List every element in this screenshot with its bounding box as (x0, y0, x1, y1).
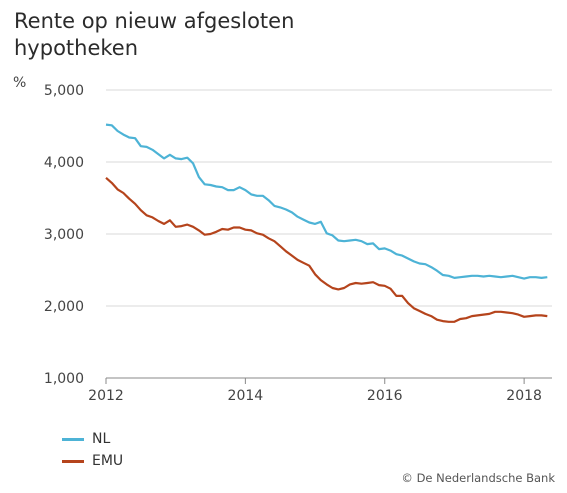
x-tick-label: 2016 (367, 388, 403, 404)
chart-title: Rente op nieuw afgesloten hypotheken (14, 8, 454, 62)
chart-title-line-1: Rente op nieuw afgesloten (14, 9, 295, 33)
legend-label-nl: NL (92, 431, 111, 447)
legend-swatch-nl (62, 437, 84, 441)
y-tick-label: 1,000 (44, 371, 84, 387)
x-tick-label: 2012 (88, 388, 124, 404)
series-lines (105, 123, 548, 323)
y-tick-label: 5,000 (44, 83, 84, 99)
x-tick-label: 2018 (506, 388, 542, 404)
x-tick-label: 2014 (228, 388, 264, 404)
copyright-notice: © De Nederlandsche Bank (401, 471, 555, 485)
series-line-nl (105, 123, 548, 280)
chart-title-line-2: hypotheken (14, 36, 139, 60)
legend-item-emu: EMU (62, 450, 123, 472)
y-tick-label: 4,000 (44, 155, 84, 171)
y-tick-label: 3,000 (44, 227, 84, 243)
y-axis-ticks: 1,000 2,000 3,000 4,000 5,000 (44, 83, 84, 387)
x-axis: 2012 2014 2016 2018 (88, 377, 552, 404)
legend-label-emu: EMU (92, 453, 124, 469)
grid-lines (106, 89, 552, 307)
series-line-emu (105, 176, 548, 323)
legend-swatch-emu (62, 459, 84, 463)
y-axis-unit-label: % (13, 75, 27, 91)
y-tick-label: 2,000 (44, 299, 84, 315)
legend-item-nl: NL (62, 428, 123, 450)
legend: NL EMU (62, 428, 123, 472)
